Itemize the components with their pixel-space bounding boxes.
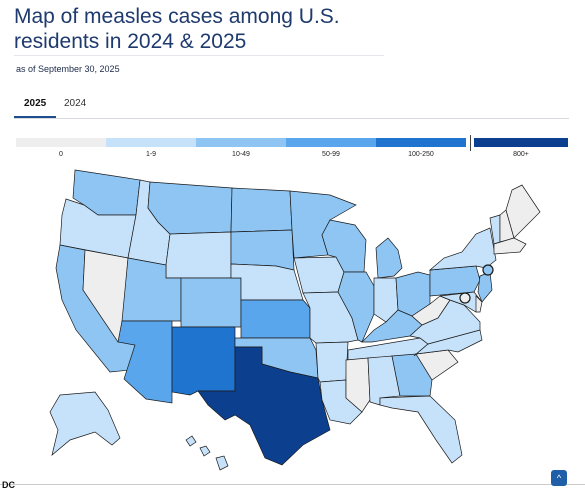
state-wy[interactable] [165, 231, 232, 279]
legend-separator [470, 135, 471, 151]
legend-swatch-100-250 [376, 138, 466, 147]
source-credit: DC [2, 480, 15, 490]
state-de[interactable] [475, 295, 483, 313]
state-ny[interactable] [428, 227, 497, 271]
marker-washington-dc[interactable] [459, 292, 471, 304]
legend-swatch-1-9 [106, 138, 196, 147]
marker-new-york-city[interactable] [482, 264, 494, 276]
tab-2024[interactable]: 2024 [64, 98, 87, 109]
state-ar[interactable] [315, 341, 349, 383]
state-sd[interactable] [230, 229, 295, 271]
scroll-top-button[interactable]: ^ [551, 470, 567, 486]
year-tabs: 2025 2024 [14, 96, 569, 119]
footer-divider [0, 484, 585, 485]
page-title: Map of measles cases among U.S. resident… [14, 5, 340, 53]
legend-swatch-0 [16, 138, 106, 147]
state-hi[interactable] [185, 435, 229, 471]
state-nj[interactable] [477, 271, 493, 303]
legend-label-1-9: 1-9 [145, 151, 157, 158]
legend-label-50-99: 50-99 [322, 151, 340, 158]
state-nd[interactable] [230, 187, 293, 233]
state-ks[interactable] [240, 299, 311, 339]
tab-2025[interactable]: 2025 [14, 96, 57, 119]
as-of-date: as of September 30, 2025 [16, 64, 120, 74]
chevron-up-icon: ^ [556, 473, 562, 483]
legend-label-800-plus: 800+ [513, 151, 529, 158]
state-mi[interactable] [375, 237, 403, 279]
legend-label-100-250: 100-250 [408, 151, 434, 158]
legend-swatch-800-plus [474, 138, 568, 147]
state-me[interactable] [505, 184, 541, 239]
state-fl[interactable] [379, 395, 463, 464]
state-ak[interactable] [49, 391, 121, 456]
legend-label-10-49: 10-49 [232, 151, 250, 158]
tab-divider [14, 118, 569, 119]
us-measles-map [49, 169, 541, 471]
state-ga[interactable] [391, 353, 433, 397]
state-ne[interactable] [230, 263, 304, 301]
state-ma[interactable] [493, 237, 527, 255]
legend-swatch-50-99 [286, 138, 376, 147]
state-ia[interactable] [293, 256, 345, 294]
state-nm[interactable] [171, 326, 236, 396]
state-tx[interactable] [197, 346, 331, 466]
state-co[interactable] [180, 277, 242, 328]
title-divider [14, 55, 384, 56]
state-pa[interactable] [429, 265, 481, 297]
legend-label-0: 0 [59, 151, 63, 158]
state-ms[interactable] [345, 357, 371, 413]
legend-swatch-10-49 [196, 138, 286, 147]
legend: 0 1-9 10-49 50-99 100-250 800+ [16, 135, 568, 162]
